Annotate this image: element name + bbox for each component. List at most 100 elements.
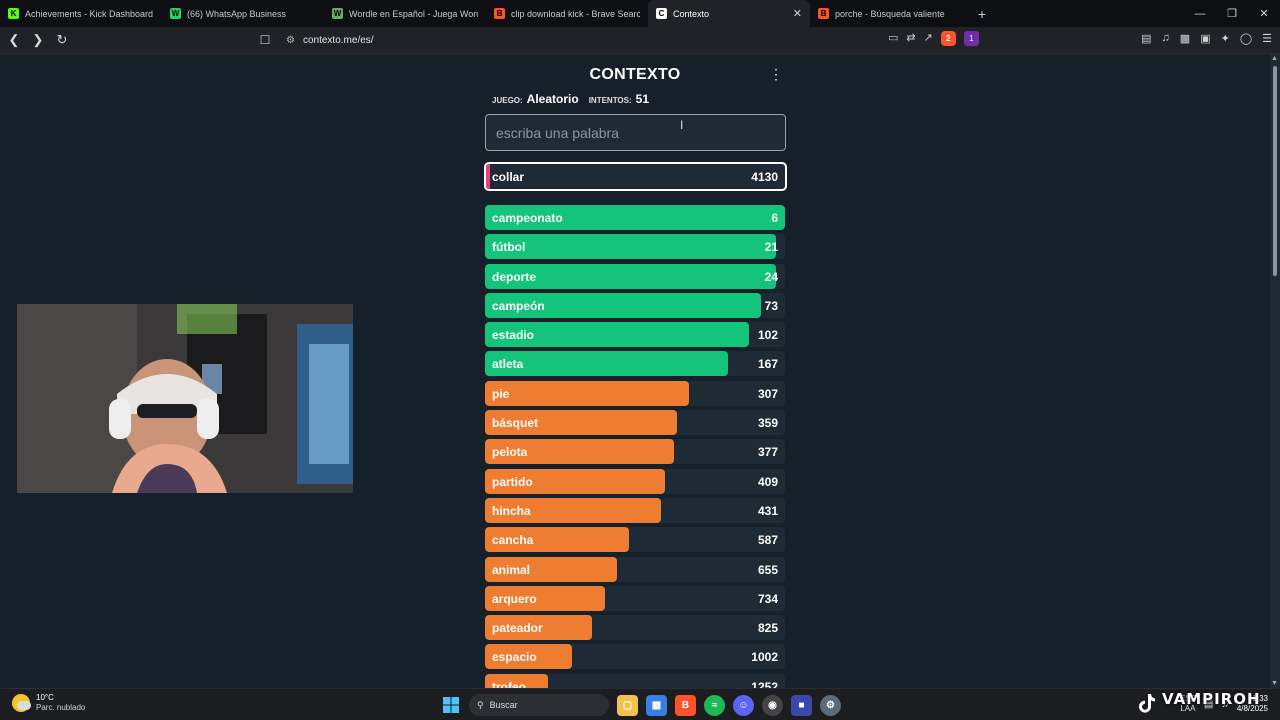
store-icon[interactable]: ▦	[646, 694, 667, 716]
discord-icon[interactable]: ☺	[733, 694, 754, 716]
settings-gear-icon[interactable]: ⚙	[820, 694, 841, 716]
taskbar-search[interactable]: ⚲ Buscar	[469, 694, 609, 716]
streamer-watermark: VAMPIROH	[1162, 690, 1261, 708]
webcam-overlay	[17, 304, 353, 493]
close-window-icon[interactable]: ✕	[1259, 8, 1269, 20]
network-icon[interactable]: ▤	[1203, 698, 1214, 710]
back-icon[interactable]: ❮	[8, 32, 20, 47]
menu-icon[interactable]: ☰	[1262, 33, 1272, 45]
guess-word: pelota	[492, 445, 528, 460]
guess-row: básquet 359	[485, 410, 785, 436]
scroll-down-icon[interactable]: ▼	[1271, 680, 1278, 687]
language-code: ESP	[1179, 694, 1196, 703]
guess-rank: 359	[757, 416, 778, 431]
guess-row: pateador 825	[485, 615, 785, 641]
cast-icon[interactable]: ▭	[888, 32, 899, 44]
share-icon[interactable]: ↗	[923, 32, 933, 44]
restore-icon[interactable]: ❐	[1227, 8, 1237, 20]
page-scrollbar[interactable]: ▲ ▼	[1270, 54, 1280, 688]
browser-tab[interactable]: C Contexto ✕	[648, 0, 810, 27]
guess-word: cancha	[492, 533, 534, 548]
more-options-icon[interactable]: ⋮	[769, 66, 783, 82]
guess-rank: 21	[764, 240, 778, 255]
translate-icon[interactable]: ⇄	[906, 32, 916, 44]
guess-word: fútbol	[492, 240, 526, 255]
reload-icon[interactable]: ↻	[56, 32, 68, 47]
address-bar[interactable]: ⚙ contexto.me/es/	[280, 30, 1000, 51]
leo-ai-icon[interactable]: ✦	[1220, 33, 1230, 45]
windows-start-icon[interactable]	[440, 695, 461, 716]
guess-word: partido	[492, 474, 533, 489]
guess-row: pie 307	[485, 380, 785, 406]
current-guess: collar 4130	[484, 162, 787, 191]
guess-word: arquero	[492, 591, 537, 606]
tab-list: K Achievements - Kick Dashboard W (66) What…	[0, 0, 972, 27]
site-settings-icon[interactable]: ⚙	[286, 35, 295, 46]
guess-word: campeonato	[492, 211, 563, 225]
tab-favicon-icon: W	[170, 8, 181, 19]
guess-rank: 307	[757, 386, 778, 401]
address-bar-tools: ▭ ⇄ ↗ 2 1	[888, 31, 979, 46]
guess-row: cancha 587	[485, 527, 785, 553]
guess-rank: 24	[764, 269, 778, 284]
file-explorer-icon[interactable]: ▢	[617, 694, 638, 716]
bookmark-icon[interactable]: ☐	[259, 33, 271, 47]
guess-rank: 734	[757, 591, 778, 606]
guess-proximity-bar	[485, 234, 776, 260]
clock[interactable]: 1:33 4/8/2025	[1237, 694, 1268, 714]
guess-proximity-bar	[485, 468, 665, 494]
guess-proximity-bar	[485, 205, 785, 230]
current-guess-accent	[486, 164, 490, 189]
game-info: JUEGO: Aleatorio INTENTOS: 51	[492, 92, 655, 106]
guess-proximity-bar	[485, 322, 749, 348]
guess-row: hincha 431	[485, 497, 785, 523]
guess-row: atleta 167	[485, 351, 785, 377]
scroll-up-icon[interactable]: ▲	[1271, 55, 1278, 62]
tab-favicon-icon: K	[8, 8, 19, 19]
new-tab-button[interactable]: +	[977, 5, 987, 22]
vpn-icon[interactable]: ◯	[1239, 33, 1253, 45]
volume-icon[interactable]: ♫	[1221, 698, 1229, 710]
guess-proximity-bar	[485, 410, 677, 436]
tab-favicon-icon: C	[656, 8, 667, 19]
spotify-icon[interactable]: ≈	[704, 694, 725, 716]
word-input[interactable]	[485, 114, 786, 151]
guess-rank: 1002	[751, 650, 778, 665]
game-value: Aleatorio	[526, 92, 579, 106]
guess-row: estadio 102	[485, 322, 785, 348]
clock-time: 1:33	[1252, 694, 1268, 703]
guess-proximity-bar	[485, 351, 728, 377]
brave-browser-icon[interactable]: B	[675, 694, 696, 716]
weather-description: Parc. nublado	[36, 703, 86, 712]
sidebar-icon[interactable]: ▤	[1141, 33, 1152, 45]
chrome-icon[interactable]: ◉	[762, 694, 783, 716]
weather-widget[interactable]: 10°C Parc. nublado	[12, 693, 85, 713]
taskbar-apps: ⚲ Buscar ▢ ▦ B ≈ ☺ ◉ ■ ⚙	[440, 694, 841, 716]
media-icon[interactable]: ♫	[1161, 32, 1170, 44]
wallet-icon[interactable]: ▣	[1200, 33, 1211, 45]
brave-rewards-icon[interactable]: 1	[963, 31, 979, 46]
search-icon: ⚲	[477, 699, 484, 710]
guess-rank: 587	[757, 533, 778, 548]
tab-title: clip download kick - Brave Search	[511, 8, 640, 19]
guess-word: pie	[492, 386, 510, 401]
browser-tab[interactable]: W Wordle en Español - Juega Wordle c	[324, 0, 486, 27]
browser-tab[interactable]: W (66) WhatsApp Business	[162, 0, 324, 27]
brave-shields-icon[interactable]: 2	[940, 31, 956, 46]
app-icon[interactable]: ■	[791, 694, 812, 716]
forward-icon[interactable]: ❯	[32, 32, 44, 47]
browser-tab[interactable]: K Achievements - Kick Dashboard	[0, 0, 162, 27]
guess-row: trofeo 1252	[485, 673, 785, 688]
guess-proximity-bar	[485, 527, 629, 553]
guess-word: pateador	[492, 621, 543, 636]
close-tab-icon[interactable]: ✕	[792, 8, 802, 20]
temperature: 10°C	[36, 693, 54, 702]
minimize-icon[interactable]: —	[1194, 7, 1206, 20]
taskbar-search-label: Buscar	[489, 700, 518, 710]
shield-badge: 2	[946, 34, 951, 43]
language-indicator[interactable]: ESP LAA	[1180, 694, 1196, 714]
scrollbar-thumb[interactable]	[1273, 66, 1277, 276]
reading-list-icon[interactable]: ▩	[1179, 33, 1191, 45]
